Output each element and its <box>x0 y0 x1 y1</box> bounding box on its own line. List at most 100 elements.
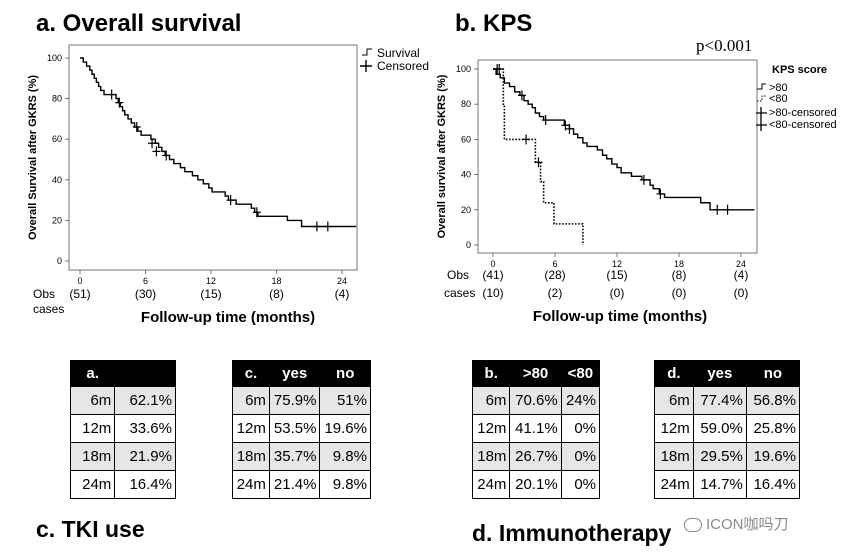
chart-b-obs-label: Obs <box>447 268 469 282</box>
table-cell: 12m <box>232 414 270 443</box>
table-d: d. yes no 6m 77.4% 56.8% 12m 59.0% 25.8% 18m 29.5%… <box>654 360 801 499</box>
table-b: b. >80 <80 6m 70.6% 24% 12m 41.1% 0% 18m 26.7% 0% 24… <box>471 360 601 499</box>
table-row: 18m 26.7% 0% <box>471 442 601 471</box>
table-cell: 16.4% <box>114 470 176 499</box>
chart-a-censor-mark <box>107 89 116 100</box>
table-cell: 21.9% <box>114 442 176 471</box>
table-cell: 75.9% <box>268 386 321 415</box>
chart-a-xlabel: Follow-up time (months) <box>141 309 315 326</box>
table-cell: 35.7% <box>268 442 321 471</box>
table-row: 6m 70.6% 24% <box>471 386 601 415</box>
table-cell: 24m <box>654 470 694 499</box>
chart-b-ytick-label: 40 <box>461 170 471 180</box>
table-cell: 29.5% <box>692 442 747 471</box>
chart-a-ytick-label: 40 <box>52 175 62 185</box>
table-cell: 6m <box>471 386 511 415</box>
chart-b-censor-mark <box>561 120 570 131</box>
table-cell: 62.1% <box>114 386 176 415</box>
table-row: 24m 14.7% 16.4% <box>654 470 801 499</box>
chart-b-legend-gt80-icon <box>757 83 766 90</box>
chart-a-ylabel: Overall Survival after GKRS (%) <box>27 75 39 240</box>
chart-a-legend-survival-icon <box>362 48 372 56</box>
table-cell: 12m <box>654 414 694 443</box>
wechat-icon <box>684 518 702 533</box>
chart-b-series-1-line <box>493 68 584 245</box>
chart-a-ytick-label: 80 <box>52 94 62 104</box>
chart-b-ytick-label: 100 <box>456 64 471 74</box>
chart-a-obs-count: (30) <box>135 287 156 301</box>
table-cell: 12m <box>471 414 511 443</box>
table-d-header-cell: no <box>745 360 801 387</box>
chart-a-censor-mark <box>152 146 161 157</box>
chart-a-censor-mark <box>323 221 332 232</box>
chart-a-xtick-label: 18 <box>271 276 281 286</box>
chart-a-cases-label: cases <box>33 302 64 316</box>
chart-b-obs-count: (10) <box>482 286 503 300</box>
table-d-header-cell: d. <box>654 360 694 387</box>
chart-b-legend-lt80: <80 <box>769 93 788 105</box>
table-row: 6m 77.4% 56.8% <box>654 386 801 415</box>
chart-a-plot-frame <box>68 44 358 271</box>
chart-a-legend-survival: Survival <box>377 46 420 60</box>
table-row: 6m 62.1% <box>69 386 176 415</box>
table-c-header-cell: yes <box>268 360 321 387</box>
chart-a-legend-censored: Censored <box>377 59 429 73</box>
table-a: a. 6m 62.1% 12m 33.6% 18m 21.9% 24m 16.4% <box>69 360 176 499</box>
chart-b-xtick-label: 0 <box>490 259 495 269</box>
chart-a-xtick-label: 6 <box>143 276 148 286</box>
table-cell: 9.8% <box>319 442 371 471</box>
chart-a-obs-count: (8) <box>269 287 284 301</box>
table-row: 12m 41.1% 0% <box>471 414 601 443</box>
table-d-header-row: d. yes no <box>654 360 801 387</box>
chart-b-legend-lt80-censored: <80-censored <box>769 119 837 131</box>
table-cell: 19.6% <box>319 414 371 443</box>
chart-b-censor-mark <box>713 204 722 215</box>
chart-b-legend-title: KPS score <box>772 64 827 76</box>
table-row: 18m 35.7% 9.8% <box>232 442 371 471</box>
table-cell: 20.1% <box>509 470 562 499</box>
table-cell: 18m <box>471 442 511 471</box>
chart-b-obs-count: (0) <box>610 286 625 300</box>
table-row: 24m 20.1% 0% <box>471 470 601 499</box>
chart-a-censor-mark <box>162 150 171 161</box>
table-row: 12m 59.0% 25.8% <box>654 414 801 443</box>
chart-a-xtick-label: 12 <box>206 276 216 286</box>
table-cell: 14.7% <box>692 470 747 499</box>
table-cell: 24m <box>69 470 116 499</box>
table-cell: 9.8% <box>319 470 371 499</box>
chart-b-legend-gt80-censored-icon <box>756 107 767 119</box>
table-b-header-row: b. >80 <80 <box>471 360 601 387</box>
table-c-header-cell: no <box>319 360 371 387</box>
table-cell: 6m <box>232 386 270 415</box>
table-cell: 19.6% <box>745 442 801 471</box>
table-row: 18m 21.9% <box>69 442 176 471</box>
table-cell: 77.4% <box>692 386 747 415</box>
table-a-header-row: a. <box>69 360 176 387</box>
table-a-header-cell: a. <box>69 360 116 387</box>
table-row: 12m 33.6% <box>69 414 176 443</box>
table-cell: 33.6% <box>114 414 176 443</box>
chart-b-censor-mark <box>517 90 526 101</box>
table-cell: 12m <box>69 414 116 443</box>
chart-b-xlabel: Follow-up time (months) <box>533 308 707 325</box>
chart-b-ytick-label: 60 <box>461 134 471 144</box>
p-value-text: p<0.001 <box>696 36 753 55</box>
table-c-header-row: c. yes no <box>232 360 371 387</box>
watermark-text: ICON咖吗刀 <box>706 516 789 533</box>
table-row: 24m 16.4% <box>69 470 176 499</box>
chart-a-censor-mark <box>226 195 235 206</box>
chart-b-plot-frame <box>477 59 758 254</box>
chart-a-legend-censored-icon <box>360 60 372 72</box>
chart-b-xtick-label: 12 <box>612 259 622 269</box>
chart-b-legend-lt80-icon <box>757 95 766 102</box>
chart-a-ytick-label: 100 <box>47 53 62 63</box>
chart-a-censor-mark <box>132 122 141 133</box>
chart-a-xtick-label: 0 <box>77 276 82 286</box>
chart-a-censor-mark <box>148 138 157 149</box>
chart-b-ytick-label: 80 <box>461 99 471 109</box>
chart-b-obs-count: (0) <box>672 286 687 300</box>
chart-b-ylabel: Overall survival after GKRS (%) <box>436 74 448 238</box>
table-b-header-cell: >80 <box>509 360 562 387</box>
table-cell: 0% <box>560 442 601 471</box>
chart-b-legend-lt80-censored-icon <box>756 119 767 131</box>
